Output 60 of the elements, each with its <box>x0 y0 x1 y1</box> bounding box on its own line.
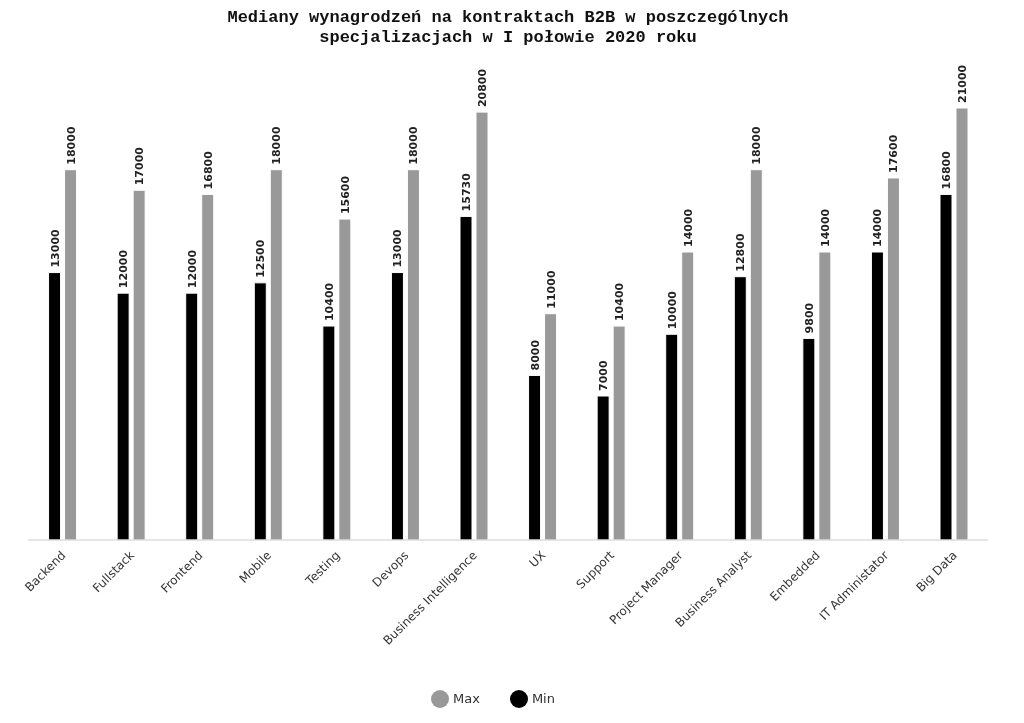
bar <box>665 333 679 541</box>
data-label: 13000 <box>48 228 62 268</box>
bar <box>132 189 146 541</box>
legend-label: Max <box>453 690 480 706</box>
data-label: 12500 <box>254 239 268 278</box>
data-label: 11000 <box>544 270 558 309</box>
bar <box>939 193 953 541</box>
bar <box>612 325 626 541</box>
data-label: 12000 <box>117 249 131 289</box>
data-label: 17600 <box>887 134 901 173</box>
data-label: 17000 <box>133 146 147 186</box>
bar <box>338 218 352 541</box>
bar <box>818 251 832 541</box>
data-label: 18000 <box>407 126 421 165</box>
data-label: 15730 <box>460 172 473 212</box>
data-label: 13000 <box>391 228 405 268</box>
bar <box>390 272 404 541</box>
data-label: 18000 <box>64 126 78 165</box>
bar <box>596 395 610 541</box>
data-label: 14000 <box>681 208 695 247</box>
bar <box>544 313 558 541</box>
data-label: 8000 <box>528 339 542 371</box>
bar <box>475 111 489 541</box>
data-label: 21000 <box>956 64 969 103</box>
x-tick-label: UX <box>526 548 549 571</box>
data-label: 10400 <box>613 282 627 322</box>
bar <box>459 215 473 541</box>
bar <box>269 169 283 541</box>
data-label: 12800 <box>734 233 748 272</box>
bar <box>955 107 969 541</box>
bar <box>48 272 62 541</box>
data-label: 12000 <box>185 249 199 289</box>
bar <box>886 177 900 541</box>
bar <box>64 169 78 541</box>
bar <box>749 169 763 541</box>
bar <box>322 325 336 541</box>
data-label: 18000 <box>750 126 764 165</box>
bar <box>528 374 542 541</box>
data-label: 14000 <box>871 208 885 247</box>
bar <box>802 337 816 541</box>
data-label: 15600 <box>338 175 352 215</box>
bar <box>733 276 747 541</box>
bar <box>406 169 420 541</box>
bar <box>870 251 884 541</box>
data-label: 7000 <box>597 360 611 391</box>
data-label: 18000 <box>270 126 284 165</box>
bar <box>185 292 199 541</box>
data-label: 9800 <box>802 302 816 334</box>
data-label: 20800 <box>476 68 489 108</box>
data-label: 10400 <box>322 282 336 322</box>
bar <box>681 251 695 541</box>
bar <box>253 282 267 541</box>
data-label: 14000 <box>818 208 832 247</box>
data-label: 10000 <box>665 290 679 330</box>
chart-title: Mediany wynagrodzeń na kontraktach B2B w poszczególnych specjalizacjach w I połowie 2020 roku <box>226 8 790 48</box>
data-label: 16800 <box>940 150 953 190</box>
bar <box>116 292 130 541</box>
legend-label: Min <box>531 690 555 706</box>
data-label: 16800 <box>201 150 215 190</box>
bar <box>201 193 215 541</box>
